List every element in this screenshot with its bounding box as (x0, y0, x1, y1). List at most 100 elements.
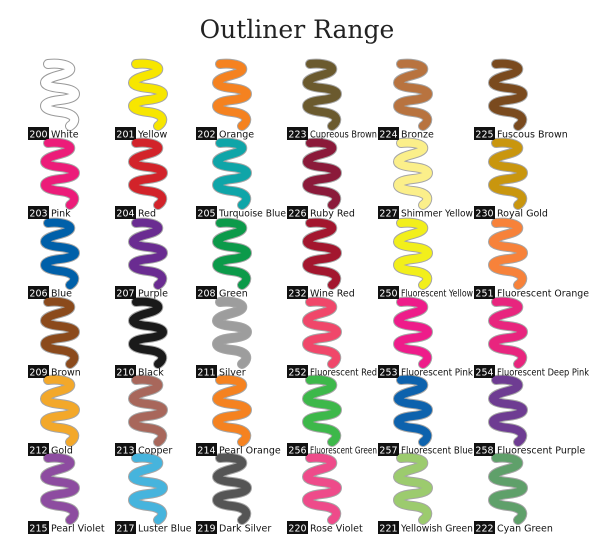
code: 203 (29, 209, 47, 220)
name: Shimmer Yellow (401, 209, 473, 220)
swatch-item: 208 Green (196, 217, 252, 300)
swatch (303, 59, 341, 130)
code-box (28, 206, 49, 219)
swatch (41, 375, 79, 446)
code: 224 (379, 130, 397, 141)
code-box (287, 443, 308, 456)
swatch (41, 138, 79, 209)
swatch-item: 206 Blue (28, 217, 80, 300)
code-box (378, 365, 399, 378)
code-box (28, 443, 49, 456)
swatch-item: 232 Wine Red (287, 217, 355, 300)
name: Gold (51, 446, 73, 457)
swatch (41, 218, 79, 289)
code: 205 (197, 209, 215, 220)
swatch (394, 453, 432, 524)
swatch-item: 205 Turquoise Blue (196, 137, 286, 220)
swatch (129, 59, 167, 130)
swatch (489, 297, 527, 368)
name: Black (138, 368, 164, 379)
code-box (196, 127, 217, 140)
swatch-item: 219 Dark Silver (196, 452, 271, 535)
name: Green (219, 289, 248, 300)
name: Purple (138, 289, 168, 300)
swatch (489, 138, 527, 209)
swatch-item: 209 Brown (28, 296, 81, 379)
swatch (129, 138, 167, 209)
code-box (115, 521, 136, 534)
swatch-item: 225 Fuscous Brown (474, 58, 568, 141)
swatch (129, 218, 167, 289)
name: Pearl Orange (219, 446, 281, 457)
swatch-item: 222 Cyan Green (474, 452, 553, 535)
swatch-item: 256 Fluorescent Green (287, 374, 377, 457)
code: 200 (29, 130, 47, 141)
code: 207 (116, 289, 134, 300)
swatch-item: 227 Shimmer Yellow (378, 137, 473, 220)
swatch-item: 212 Gold (28, 374, 80, 457)
name: Dark Silver (219, 524, 271, 535)
swatch-item: 203 Pink (28, 137, 80, 220)
code-box (115, 127, 136, 140)
name: Wine Red (310, 289, 355, 300)
swatch (41, 59, 79, 130)
code: 257 (379, 446, 397, 457)
swatch (213, 218, 251, 289)
code: 209 (29, 368, 47, 379)
swatch-item: 214 Pearl Orange (196, 374, 281, 457)
swatch (303, 218, 341, 289)
swatch (394, 375, 432, 446)
swatch (303, 297, 341, 368)
name: Cyan Green (497, 524, 553, 535)
swatch (129, 375, 167, 446)
name: Red (138, 209, 156, 220)
swatch (213, 59, 251, 130)
code: 225 (475, 130, 493, 141)
name: Luster Blue (138, 524, 192, 535)
name: Turquoise Blue (218, 209, 286, 220)
code: 215 (29, 524, 47, 535)
code-box (474, 127, 495, 140)
swatch-item: 226 Ruby Red (287, 137, 355, 220)
name: Cupreous Brown (310, 130, 377, 141)
code: 220 (288, 524, 306, 535)
code-box (115, 206, 136, 219)
code: 223 (288, 130, 306, 141)
code: 250 (379, 289, 397, 300)
swatch-item: 252 Fluorescent Red (287, 296, 377, 379)
code: 254 (475, 368, 493, 379)
swatch (41, 453, 79, 524)
code: 253 (379, 368, 397, 379)
swatch (394, 59, 432, 130)
swatch (303, 453, 341, 524)
name: Fluorescent Blue (401, 446, 473, 457)
swatch (489, 375, 527, 446)
swatch (303, 375, 341, 446)
code-box (196, 365, 217, 378)
swatch-item: 220 Rose Violet (287, 452, 363, 535)
code: 217 (116, 524, 134, 535)
swatch (303, 138, 341, 209)
code-box (474, 365, 495, 378)
code-box (474, 206, 495, 219)
code-box (287, 521, 308, 534)
code: 206 (29, 289, 47, 300)
swatch-item: 251 Fluorescent Orange (474, 217, 589, 300)
code-box (378, 443, 399, 456)
code-box (474, 286, 495, 299)
code: 204 (116, 209, 134, 220)
name: Rose Violet (310, 524, 363, 535)
name: Pink (51, 209, 71, 220)
swatch (489, 218, 527, 289)
swatch-item: 254 Fluorescent Deep Pink (474, 296, 589, 379)
swatch-item: 221 Yellowish Green (378, 452, 473, 535)
name: Fluorescent Red (310, 368, 377, 379)
name: Fluorescent Green (310, 446, 377, 457)
swatch (129, 297, 167, 368)
code: 258 (475, 446, 493, 457)
name: White (51, 130, 79, 141)
name: Blue (51, 289, 72, 300)
code-box (115, 443, 136, 456)
name: Ruby Red (310, 209, 355, 220)
